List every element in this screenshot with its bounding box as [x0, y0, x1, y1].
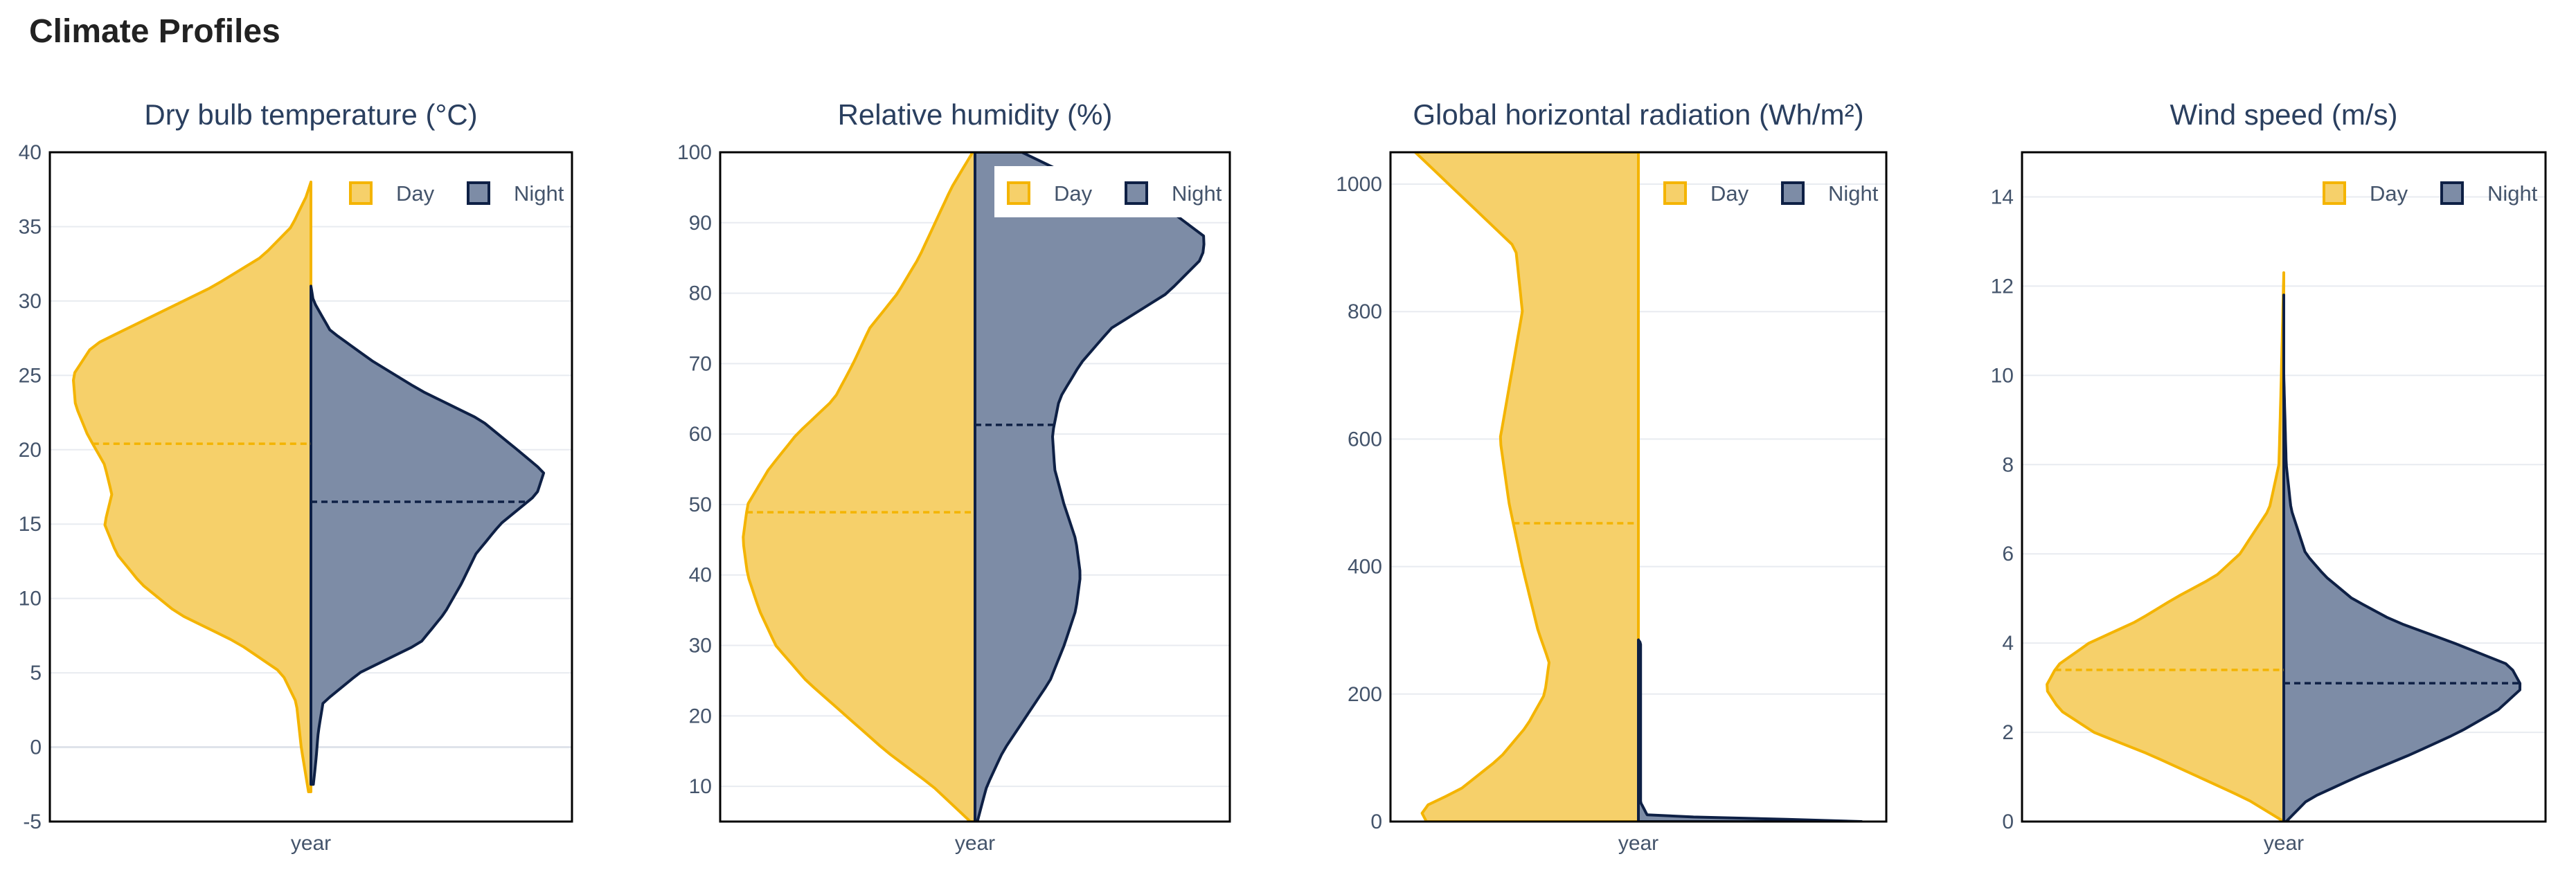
y-tick-label: 30: [19, 290, 42, 313]
plot-frame: [48, 151, 573, 823]
violin-group: [2046, 271, 2522, 822]
y-tick-label: 50: [689, 493, 712, 516]
chart-panel-2: 10 20 30 40 50 60 70 80 90 100 Relative humidity (…: [677, 98, 1231, 855]
y-tick-label: 20: [689, 705, 712, 727]
violin-day: [72, 180, 312, 794]
y-tick-label: 0: [2002, 810, 2014, 833]
y-tick-label: 14: [1991, 185, 2014, 208]
x-axis-label: year: [1618, 832, 1658, 855]
legend-swatch-night: [1125, 181, 1148, 205]
page-title: Climate Profiles: [29, 13, 280, 50]
x-axis-label: year: [291, 832, 331, 855]
y-tick-label: 800: [1348, 300, 1382, 323]
y-tick-label: 6: [2002, 543, 2014, 565]
x-axis-label: year: [2264, 832, 2304, 855]
y-tick-label: 8: [2002, 453, 2014, 476]
y-tick-label: 10: [1991, 364, 2014, 387]
violin-day: [1413, 152, 1640, 822]
legend-label-day: Day: [1054, 181, 1093, 206]
y-tick-label: 80: [689, 282, 712, 305]
chart-panel-1: -5 0 5 10 15 20 25 30 35 40 Dry bulb temperature (…: [19, 98, 573, 855]
legend-swatch-night: [1781, 181, 1805, 205]
violin-night: [1637, 638, 1863, 822]
y-tick-label: 10: [689, 775, 712, 798]
legend-swatch-night: [467, 181, 490, 205]
plot-frame: [719, 151, 1231, 823]
legend-label-day: Day: [396, 181, 435, 206]
y-tick-label: 200: [1348, 683, 1382, 706]
y-tick-label: 10: [19, 588, 42, 610]
plot-frame: [1389, 151, 1888, 823]
legend-label-night: Night: [1172, 181, 1222, 206]
y-tick-label: 60: [689, 423, 712, 446]
legend: Day Night: [1663, 181, 1879, 206]
y-tick-label: 25: [19, 364, 42, 387]
y-tick-label: 40: [689, 564, 712, 587]
y-tick-label: 35: [19, 215, 42, 238]
y-tick-label: 4: [2002, 632, 2014, 655]
legend-swatch-day: [349, 181, 373, 205]
y-tick-label: 400: [1348, 556, 1382, 579]
violin-group: [1413, 152, 1863, 822]
y-tick-label: 0: [1370, 810, 1382, 833]
chart-title: Global horizontal radiation (Wh/m²): [1413, 98, 1863, 131]
y-tick-label: 70: [689, 352, 712, 375]
legend-label-night: Night: [2487, 181, 2538, 206]
legend-bg: [994, 166, 1219, 217]
violin-group: [742, 152, 1206, 822]
y-tick-label: 1000: [1336, 173, 1382, 196]
legend: Day Night: [2323, 181, 2538, 206]
violin-night: [310, 284, 546, 786]
legend-label-day: Day: [1710, 181, 1749, 206]
y-tick-label: 2: [2002, 721, 2014, 744]
legend: Day Night: [349, 181, 564, 206]
chart-title: Wind speed (m/s): [2170, 98, 2397, 131]
plot-frame: [2021, 151, 2547, 823]
legend-swatch-night: [2440, 181, 2464, 205]
y-tick-label: 12: [1991, 275, 2014, 298]
y-tick-label: 15: [19, 513, 42, 536]
y-tick-label: 30: [689, 635, 712, 658]
legend-swatch-day: [1663, 181, 1687, 205]
legend-label-night: Night: [1828, 181, 1879, 206]
violin-day: [2046, 271, 2285, 822]
chart-title: Dry bulb temperature (°C): [144, 98, 477, 131]
y-tick-label: 90: [689, 212, 712, 235]
y-tick-label: 5: [30, 662, 42, 685]
legend: Day Night: [994, 166, 1222, 217]
y-tick-label: 0: [30, 736, 42, 759]
chart-panel-4: 0 2 4 6 8 10 12 14 Wind speed (m/s) year Day Night: [1991, 98, 2547, 855]
y-tick-label: 40: [19, 141, 42, 164]
y-tick-label: 100: [677, 141, 712, 164]
chart-panel-3: 0 200 400 600 800 1000 Global horizontal radia…: [1336, 98, 1888, 855]
y-tick-label: 20: [19, 439, 42, 462]
violin-night: [974, 152, 1206, 822]
legend-label-night: Night: [514, 181, 564, 206]
legend-label-day: Day: [2370, 181, 2408, 206]
violin-night: [2282, 293, 2522, 822]
violin-day: [742, 152, 976, 822]
chart-title: Relative humidity (%): [838, 98, 1113, 131]
violin-group: [72, 180, 546, 794]
legend-swatch-day: [2323, 181, 2346, 205]
y-tick-label: 600: [1348, 428, 1382, 451]
legend-swatch-day: [1007, 181, 1030, 205]
y-tick-label: -5: [23, 810, 42, 833]
x-axis-label: year: [955, 832, 995, 855]
